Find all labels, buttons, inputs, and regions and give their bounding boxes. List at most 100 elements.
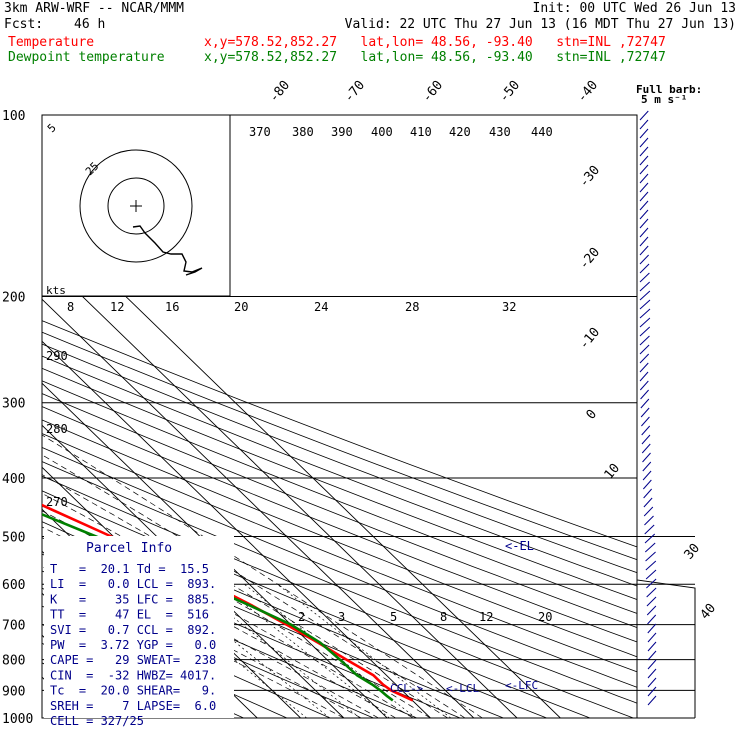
hodograph-trace	[132, 225, 203, 276]
lcl-marker: <-LCL	[446, 682, 479, 695]
wind-barb	[639, 146, 649, 157]
wind-barb	[646, 596, 657, 607]
wind-barb	[639, 137, 649, 148]
valid-time: Valid: 22 UTC Thu 27 Jun 13 (16 MDT Thu …	[344, 17, 736, 32]
pressure-tick-label: 200	[2, 291, 25, 306]
pressure-tick-label: 700	[2, 619, 25, 634]
isotherm-label: -50	[497, 78, 524, 106]
wind-barb	[639, 272, 650, 283]
pressure-tick-label: 100	[2, 109, 25, 124]
wind-barb	[647, 641, 657, 652]
hodograph-speed-tick: 28	[405, 300, 419, 314]
wind-barb	[644, 515, 654, 526]
wind-barb	[639, 290, 651, 301]
pressure-tick-label: 900	[2, 684, 25, 699]
parcel-info-row: SREH = 7 LAPSE= 6.0	[50, 699, 216, 713]
wind-barb	[647, 623, 657, 634]
barb-legend-title: Full barb:	[636, 83, 702, 96]
wind-barb	[639, 299, 651, 310]
isotherm-label: -40	[575, 78, 602, 106]
wind-barb	[639, 335, 650, 346]
wind-barb	[642, 461, 652, 472]
model-title: 3km ARW-WRF -- NCAR/MMM	[4, 1, 185, 16]
wind-barb	[647, 686, 657, 697]
init-time: Init: 00 UTC Wed 26 Jun 13	[532, 1, 737, 16]
dry-adiabat	[42, 446, 637, 688]
hodograph-speed-tick: 12	[110, 300, 124, 314]
wind-barb	[643, 488, 653, 499]
theta-label: 440	[531, 125, 553, 139]
temperature-station-info: x,y=578.52,852.27 lat,lon= 48.56, -93.40…	[204, 35, 666, 50]
dry-adiabat	[42, 355, 637, 587]
wind-barb	[643, 497, 653, 508]
wind-barb	[639, 326, 651, 337]
pressure-tick-label: 1000	[2, 712, 33, 727]
pressure-tick-label: 300	[2, 397, 25, 412]
pressure-tick-label: 600	[2, 578, 25, 593]
parcel-info-row: CAPE = 29 SWEAT= 238	[50, 653, 216, 667]
moist-adiabat	[42, 510, 414, 718]
wind-barb	[647, 614, 657, 625]
isotherm-label: 30	[682, 541, 704, 563]
el-marker: <-EL	[505, 539, 534, 553]
mixing-ratio-line	[276, 583, 452, 718]
wind-barb	[639, 236, 649, 247]
barb-legend-unit: 5 m s⁻¹	[641, 93, 687, 106]
wind-barb	[641, 425, 651, 436]
mixing-ratio-label: 20	[538, 610, 552, 624]
hodograph-ring	[79, 149, 193, 263]
temperature-profile	[42, 503, 414, 702]
wind-barb	[639, 362, 649, 373]
parcel-info-row: PW = 3.72 YGP = 0.0	[50, 638, 216, 652]
mixing-ratio-label: 12	[479, 610, 493, 624]
wind-barb	[639, 227, 649, 238]
isotherm-label: -10	[577, 325, 604, 353]
isotherm-label: 0	[584, 407, 601, 423]
wind-barb	[639, 218, 649, 229]
parcel-info-row: LI = 0.0 LCL = 893.	[50, 577, 216, 591]
wind-barb	[639, 209, 649, 220]
wind-barb	[644, 533, 656, 544]
mixing-ratio-label: 3	[338, 610, 345, 624]
wind-barb	[639, 245, 649, 256]
dry-adiabat-label: 290	[46, 349, 68, 363]
theta-label: 380	[292, 125, 314, 139]
parcel-info-row: CIN = -32 HWBZ= 4017.	[50, 668, 216, 682]
dry-adiabat	[42, 343, 637, 574]
wind-barb	[639, 353, 650, 364]
wind-barb	[639, 191, 649, 202]
mixing-ratio-label: 8	[440, 610, 447, 624]
wind-barb	[639, 164, 649, 175]
isotherm-label: -60	[420, 78, 447, 106]
lfc-marker: <-LFC	[505, 679, 538, 692]
wind-barb	[647, 695, 657, 706]
dewpoint-legend: Dewpoint temperature	[8, 50, 165, 65]
hodograph-speed-tick: 20	[234, 300, 248, 314]
wind-barb	[647, 632, 657, 643]
barb-panel-edge	[636, 536, 696, 718]
wind-barb	[641, 443, 651, 454]
wind-barb	[639, 308, 651, 319]
dry-adiabat	[42, 419, 637, 658]
wind-barb	[647, 677, 657, 688]
wind-barb	[642, 452, 651, 463]
isotherm	[42, 298, 475, 718]
ccl-marker: CCL->	[390, 682, 423, 695]
hodograph-speed-tick: 24	[314, 300, 328, 314]
dry-adiabat	[42, 461, 637, 704]
wind-barb	[639, 344, 650, 355]
parcel-info-row: Tc = 20.0 SHEAR= 9.	[50, 684, 216, 698]
parcel-info-box	[44, 536, 234, 718]
dewpoint-profile	[42, 512, 394, 702]
wind-barb	[639, 182, 649, 193]
parcel-info-row: T = 20.1 Td = 15.5	[50, 562, 209, 576]
wind-barb	[639, 119, 649, 130]
wind-barb	[643, 506, 654, 517]
wind-barb	[646, 605, 657, 616]
wind-barb	[645, 569, 657, 580]
pressure-tick-label: 500	[2, 530, 25, 545]
moist-adiabat	[42, 526, 396, 718]
pressure-tick-label: 400	[2, 472, 25, 487]
isotherm	[42, 340, 431, 718]
